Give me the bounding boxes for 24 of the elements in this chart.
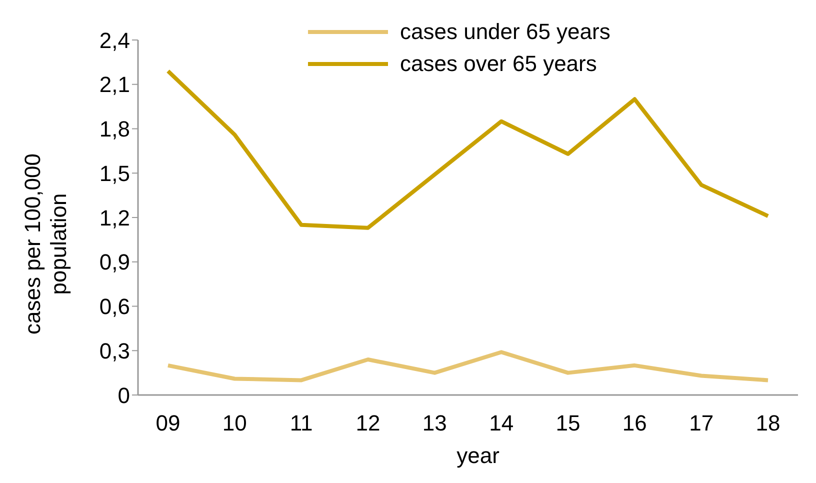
x-tick-label: 15 — [556, 410, 580, 436]
y-tick-label: 0,9 — [99, 250, 130, 275]
y-tick-label: 1,8 — [99, 116, 130, 142]
legend-label: cases under 65 years — [400, 19, 610, 45]
line-series — [166, 350, 770, 382]
y-tick-label: 0,6 — [99, 294, 130, 320]
y-tick-label: 0,3 — [99, 338, 130, 364]
x-tick-label: 17 — [689, 410, 714, 436]
y-tick-label: 2,4 — [99, 28, 130, 53]
x-tick-label: 16 — [622, 410, 647, 436]
x-tick-label: 11 — [290, 410, 313, 436]
x-tick-label: 13 — [422, 410, 447, 436]
x-axis-title: year — [456, 443, 500, 469]
y-tick-label: 0 — [118, 382, 130, 408]
y-tick-label: 1,5 — [99, 160, 130, 186]
x-tick-label: 09 — [156, 410, 180, 436]
x-tick-label: 14 — [489, 410, 514, 436]
y-axis-title: cases per 100,000 population — [20, 152, 72, 337]
x-tick-label: 12 — [356, 410, 380, 436]
x-tick-label: 18 — [756, 410, 780, 436]
y-tick-label: 1,2 — [99, 205, 130, 230]
y-tick-label: 2,1 — [99, 72, 130, 98]
x-tick-label: 10 — [222, 410, 247, 436]
legend-label: cases over 65 years — [400, 51, 597, 77]
